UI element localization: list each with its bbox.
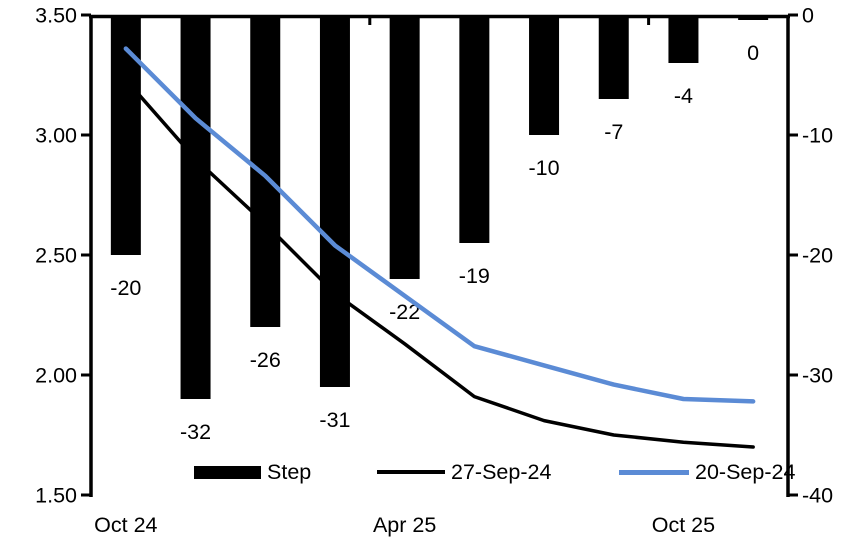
right-axis-tick-label: -10 [802,124,833,148]
bar-data-label: -4 [674,84,693,108]
bar-step [529,15,560,135]
bar-data-label: 0 [747,41,759,65]
legend-item-20-sep-24: 20-Sep-24 [619,458,795,486]
bar-step [250,15,281,327]
bar-step [389,15,420,279]
bar-data-label: -19 [459,264,490,288]
legend-label-27-sep-24: 27-Sep-24 [451,459,552,484]
bar-data-label: -32 [180,420,211,444]
bar-step [459,15,490,243]
line-27-sep-24 [124,78,755,449]
x-axis-tick-label: Oct 24 [94,513,157,537]
bar-data-label: -31 [319,408,350,432]
line-20-sep-24 [123,46,756,404]
bar-data-label: -10 [529,156,560,180]
bar-step [668,15,699,63]
blue-line-swatch-icon [619,469,689,475]
bar-step [180,15,211,399]
right-axis-tick-label: -40 [802,484,833,508]
right-axis-tick-label: 0 [802,4,814,28]
bar-data-label: -20 [110,276,141,300]
bar-step [110,15,141,255]
left-axis-tick-label: 3.50 [35,4,77,28]
x-axis-tick-label: Apr 25 [373,513,436,537]
bar-step [598,15,629,99]
legend-item-step: Step [194,458,311,486]
left-axis-tick-label: 2.00 [35,364,77,388]
right-axis-tick-label: -30 [802,364,833,388]
right-axis-tick-label: -20 [802,244,833,268]
legend-label-20-sep-24: 20-Sep-24 [695,459,796,484]
black-line-swatch-icon [377,470,445,474]
x-axis-tick-label: Oct 25 [652,513,715,537]
bar-step [319,15,350,387]
step-bar-swatch-icon [194,465,261,479]
left-axis-tick-label: 1.50 [35,484,77,508]
left-axis-tick-label: 2.50 [35,244,77,268]
legend-item-27-sep-24: 27-Sep-24 [377,458,551,486]
bar-data-label: -7 [604,120,623,144]
bar-data-label: -26 [250,348,281,372]
chart-legend: Step 27-Sep-24 20-Sep-24 [0,458,852,486]
legend-label-step: Step [267,459,312,484]
left-axis-tick-label: 3.00 [35,124,77,148]
